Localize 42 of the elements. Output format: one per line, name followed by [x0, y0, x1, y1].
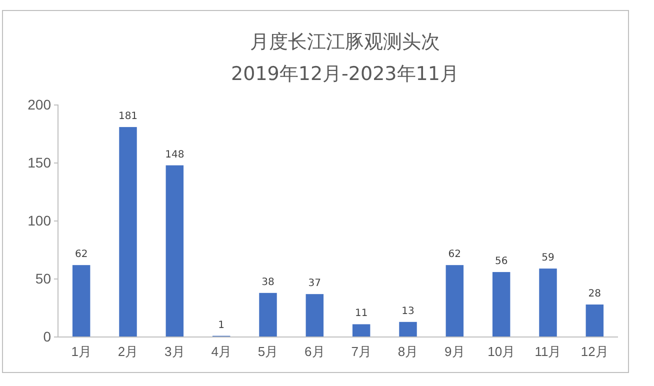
data-label: 148	[165, 149, 184, 160]
data-label: 13	[402, 306, 414, 317]
x-tick-label: 9月	[444, 344, 465, 360]
data-label: 1	[218, 320, 225, 331]
chart-title: 月度长江江豚观测头次	[250, 31, 440, 53]
data-label: 56	[494, 256, 508, 268]
y-tick-label: 100	[28, 212, 52, 228]
bar	[352, 324, 370, 337]
x-tick-label: 11月	[534, 344, 562, 360]
y-tick-label: 50	[35, 270, 52, 286]
x-tick-label: 7月	[351, 344, 372, 360]
x-tick-label: 3月	[164, 344, 185, 360]
bar	[306, 294, 324, 337]
bar	[492, 272, 510, 337]
y-tick-label: 0	[43, 328, 52, 344]
data-label: 37	[308, 278, 322, 290]
data-label: 62	[74, 249, 88, 260]
chart-subtitle: 2019年12月-2023年11月	[231, 63, 459, 85]
y-tick-label: 150	[28, 154, 52, 170]
x-tick-label: 8月	[398, 344, 418, 360]
data-label: 28	[588, 288, 602, 300]
bar	[399, 322, 417, 337]
bar	[119, 127, 137, 337]
bar	[446, 265, 464, 337]
x-tick-label: 10月	[488, 344, 516, 360]
x-tick-label: 2月	[118, 344, 138, 360]
x-tick-label: 6月	[304, 344, 325, 360]
data-label: 181	[118, 111, 138, 122]
bar	[72, 265, 90, 337]
data-label: 62	[448, 249, 462, 260]
data-label: 38	[262, 276, 274, 288]
bar	[586, 304, 604, 337]
bar	[259, 292, 277, 337]
bar	[539, 268, 557, 337]
bar	[166, 165, 184, 337]
data-label: 11	[354, 308, 368, 320]
x-tick-label: 4月	[211, 344, 232, 360]
x-tick-label: 12月	[580, 344, 608, 360]
y-tick-label: 200	[28, 96, 52, 112]
data-label: 59	[542, 252, 554, 264]
x-tick-label: 1月	[71, 344, 92, 360]
x-tick-label: 5月	[258, 344, 278, 360]
